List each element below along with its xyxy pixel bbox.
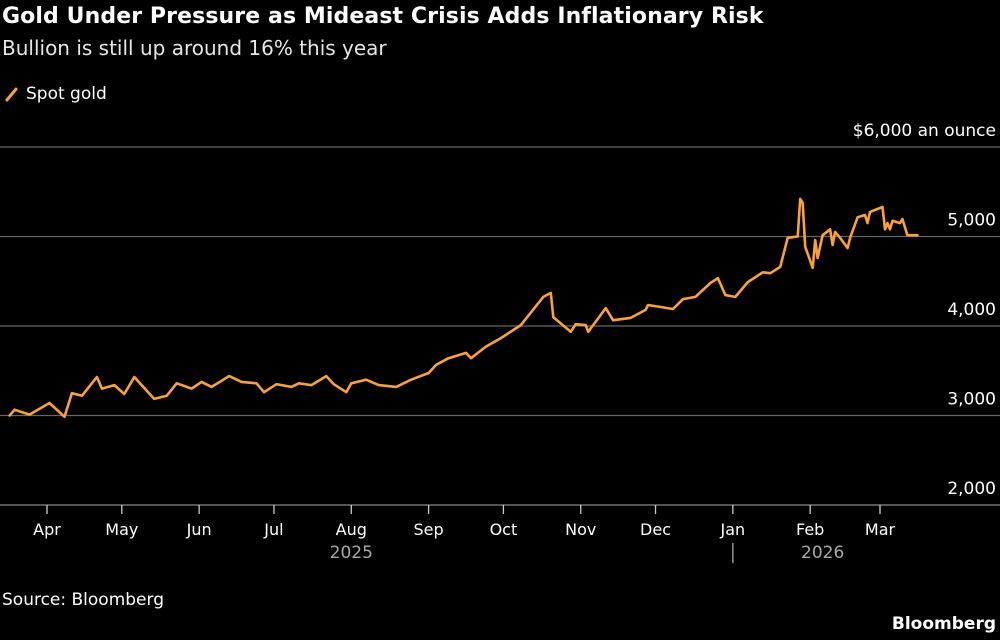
x-tick-label: Jul — [263, 520, 283, 539]
x-tick-label: Jun — [186, 520, 212, 539]
y-tick-label: 5,000 — [947, 211, 996, 231]
y-tick-label: 2,000 — [947, 479, 996, 499]
y-tick-label: 3,000 — [947, 390, 996, 410]
y-tick-label: $6,000 an ounce — [853, 121, 996, 141]
x-tick-label: May — [105, 520, 138, 539]
legend-label-spot-gold: Spot gold — [26, 84, 107, 104]
year-label: 2025 — [330, 543, 373, 563]
x-tick-label: Sep — [414, 520, 444, 539]
x-tick-label: Apr — [33, 520, 61, 539]
y-tick-label: 4,000 — [947, 300, 996, 320]
series-line-spot-gold — [8, 197, 919, 419]
x-tick-label: Jan — [720, 520, 746, 539]
x-tick-label: Nov — [565, 520, 596, 539]
x-tick-label: Dec — [640, 520, 671, 539]
x-tick-label: Oct — [490, 520, 518, 539]
bloomberg-logo: Bloomberg — [891, 614, 996, 634]
legend: Spot gold — [4, 84, 107, 104]
x-tick-label: Aug — [336, 520, 367, 539]
year-label: 2026 — [801, 543, 844, 563]
source-note: Source: Bloomberg — [2, 590, 164, 610]
chart-title: Gold Under Pressure as Mideast Crisis Ad… — [2, 4, 764, 29]
x-tick-label: Mar — [865, 520, 896, 539]
chart-subtitle: Bullion is still up around 16% this year — [2, 36, 387, 60]
x-tick-label: Feb — [796, 520, 824, 539]
